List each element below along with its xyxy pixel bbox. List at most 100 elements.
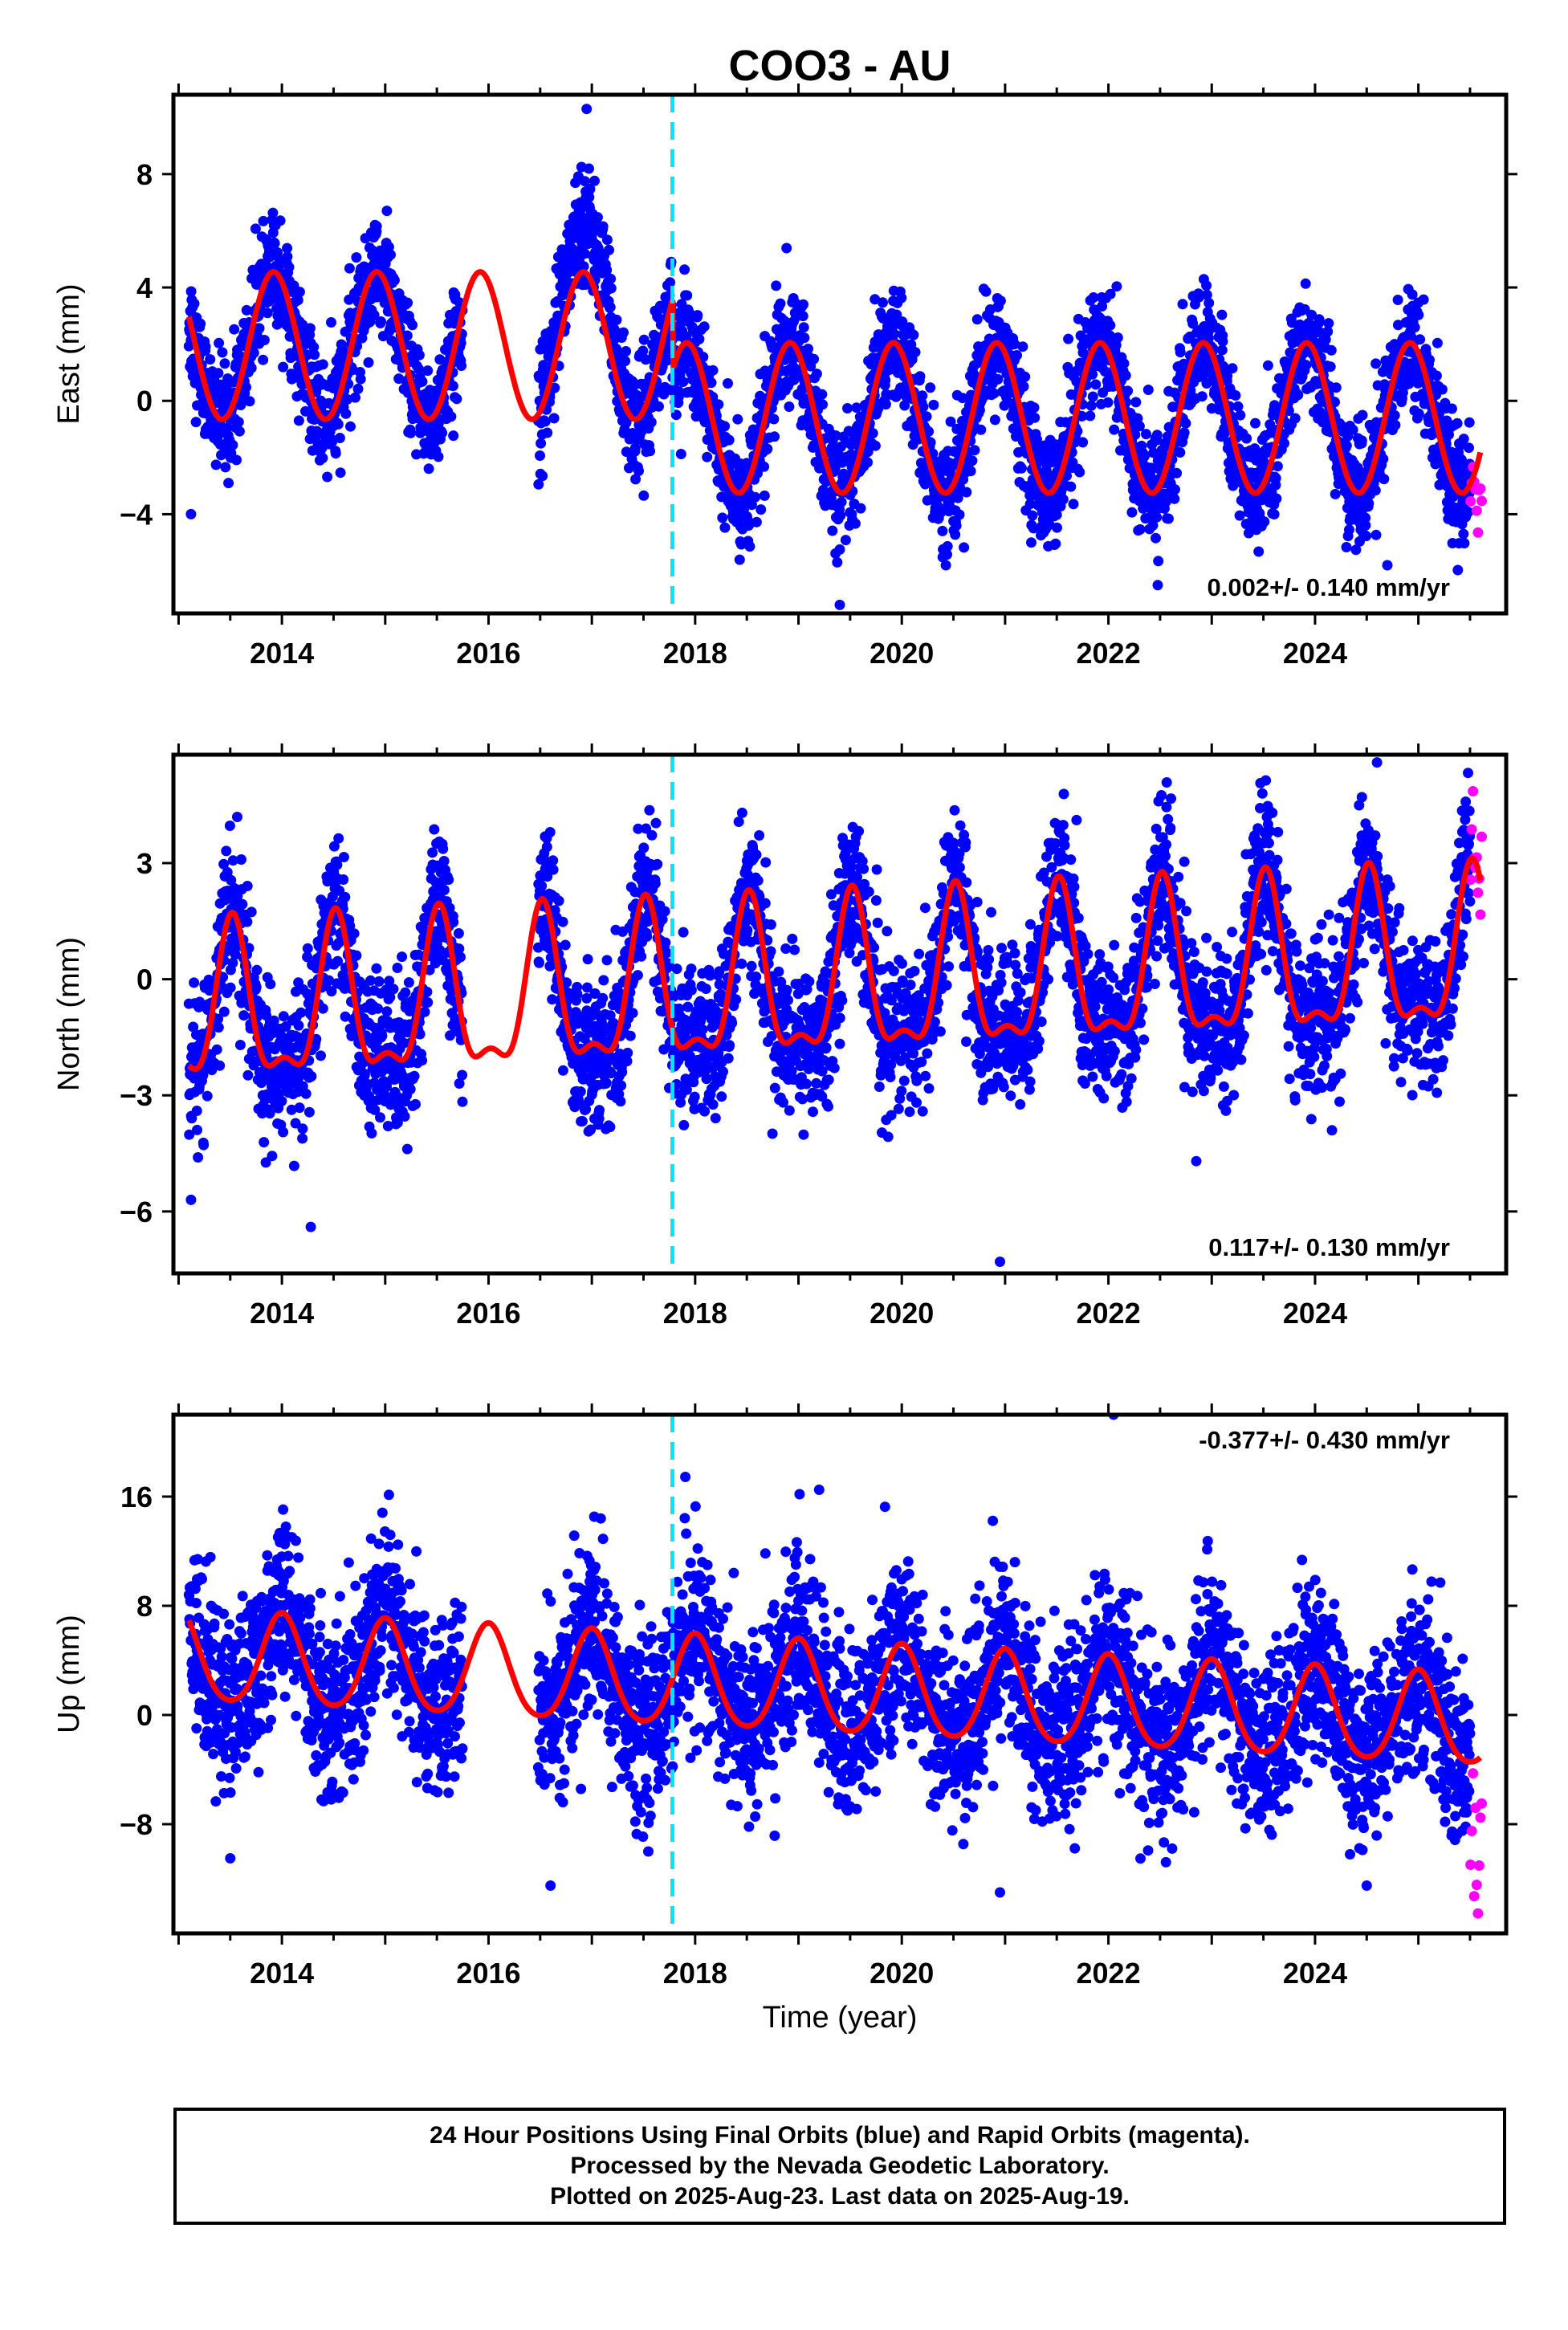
east-point: [1357, 409, 1368, 421]
east-outlier-point: [1382, 560, 1393, 571]
east-point: [917, 390, 928, 401]
east-point: [1148, 447, 1159, 458]
north-point: [184, 1129, 195, 1140]
north-point: [382, 1121, 393, 1131]
east-point: [842, 403, 853, 413]
north-point: [290, 1118, 301, 1129]
east-point: [267, 207, 279, 218]
east-point: [967, 455, 978, 466]
east-point: [621, 446, 632, 458]
east-point: [1270, 473, 1281, 484]
east-point: [222, 422, 233, 434]
east-point: [921, 411, 932, 422]
east-point: [638, 490, 650, 501]
east-point: [540, 416, 551, 427]
east-point: [1130, 397, 1142, 408]
east-point: [1289, 413, 1301, 424]
east-final-orbit-points: [183, 104, 1476, 610]
north-point: [278, 1126, 289, 1138]
east-point: [1418, 294, 1429, 305]
east-point: [1018, 381, 1029, 392]
north-point: [242, 916, 253, 927]
north-point: [248, 1060, 259, 1071]
east-point: [1341, 440, 1352, 451]
north-point: [297, 1123, 308, 1134]
east-point: [835, 510, 846, 521]
east-point: [334, 433, 345, 443]
north-point: [288, 1160, 299, 1171]
east-point: [950, 529, 961, 540]
north-point: [332, 955, 344, 967]
east-point: [1122, 385, 1134, 397]
east-point: [1356, 435, 1367, 446]
east-point: [578, 261, 589, 272]
east-point: [219, 358, 230, 369]
east-point: [1464, 442, 1474, 454]
east-point: [244, 396, 255, 407]
east-point: [1370, 358, 1382, 369]
east-point: [870, 294, 881, 305]
east-point: [597, 221, 609, 232]
east-point: [862, 457, 873, 468]
north-point: [243, 943, 255, 954]
north-point: [381, 1006, 393, 1017]
east-model-curve: [670, 299, 1484, 496]
east-point: [304, 323, 316, 334]
east-point: [1028, 523, 1039, 534]
east-point: [1169, 493, 1180, 504]
east-point: [1170, 484, 1180, 495]
east-point: [880, 399, 891, 410]
east-point: [229, 324, 240, 335]
east-point: [1279, 438, 1289, 449]
east-point: [417, 376, 428, 387]
east-point: [309, 349, 320, 360]
east-point: [283, 262, 295, 273]
east-point: [383, 242, 394, 253]
east-point: [659, 381, 670, 393]
east-outlier-point: [581, 104, 593, 115]
east-point: [1301, 360, 1312, 371]
east-point: [1432, 337, 1443, 348]
east-point: [1105, 288, 1116, 299]
east-point: [1147, 519, 1159, 531]
east-point: [1253, 546, 1265, 557]
east-point: [925, 382, 936, 393]
north-point: [385, 992, 396, 1003]
east-point: [402, 297, 413, 308]
east-point: [751, 516, 762, 528]
east-point: [1027, 510, 1038, 521]
east-point: [713, 399, 724, 410]
east-y-tick-label: 8: [136, 158, 153, 191]
north-point: [276, 1095, 287, 1106]
east-point: [1235, 409, 1246, 421]
east-x-tick-label: 2022: [1077, 637, 1141, 670]
east-point: [897, 316, 908, 328]
east-point: [1216, 309, 1228, 320]
north-point: [302, 951, 313, 963]
north-point: [222, 866, 233, 878]
north-point: [377, 1030, 388, 1041]
east-point: [447, 381, 458, 392]
east-point: [679, 264, 690, 275]
east-point: [605, 302, 616, 312]
east-point: [580, 176, 590, 187]
east-point: [1028, 402, 1040, 413]
east-point: [827, 525, 838, 536]
east-point: [969, 445, 980, 456]
east-point: [1463, 507, 1474, 518]
east-point: [537, 470, 548, 482]
east-point: [262, 308, 273, 319]
north-point: [373, 976, 385, 987]
east-point: [1409, 322, 1420, 333]
east-point: [592, 212, 603, 223]
east-point: [1271, 493, 1282, 504]
east-point: [923, 426, 935, 437]
north-point: [344, 920, 356, 931]
north-point: [384, 976, 395, 987]
east-point: [817, 389, 828, 400]
east-point: [957, 393, 968, 404]
east-y-axis-label: East (mm): [52, 283, 86, 424]
east-point: [744, 541, 755, 552]
east-point: [217, 347, 228, 358]
